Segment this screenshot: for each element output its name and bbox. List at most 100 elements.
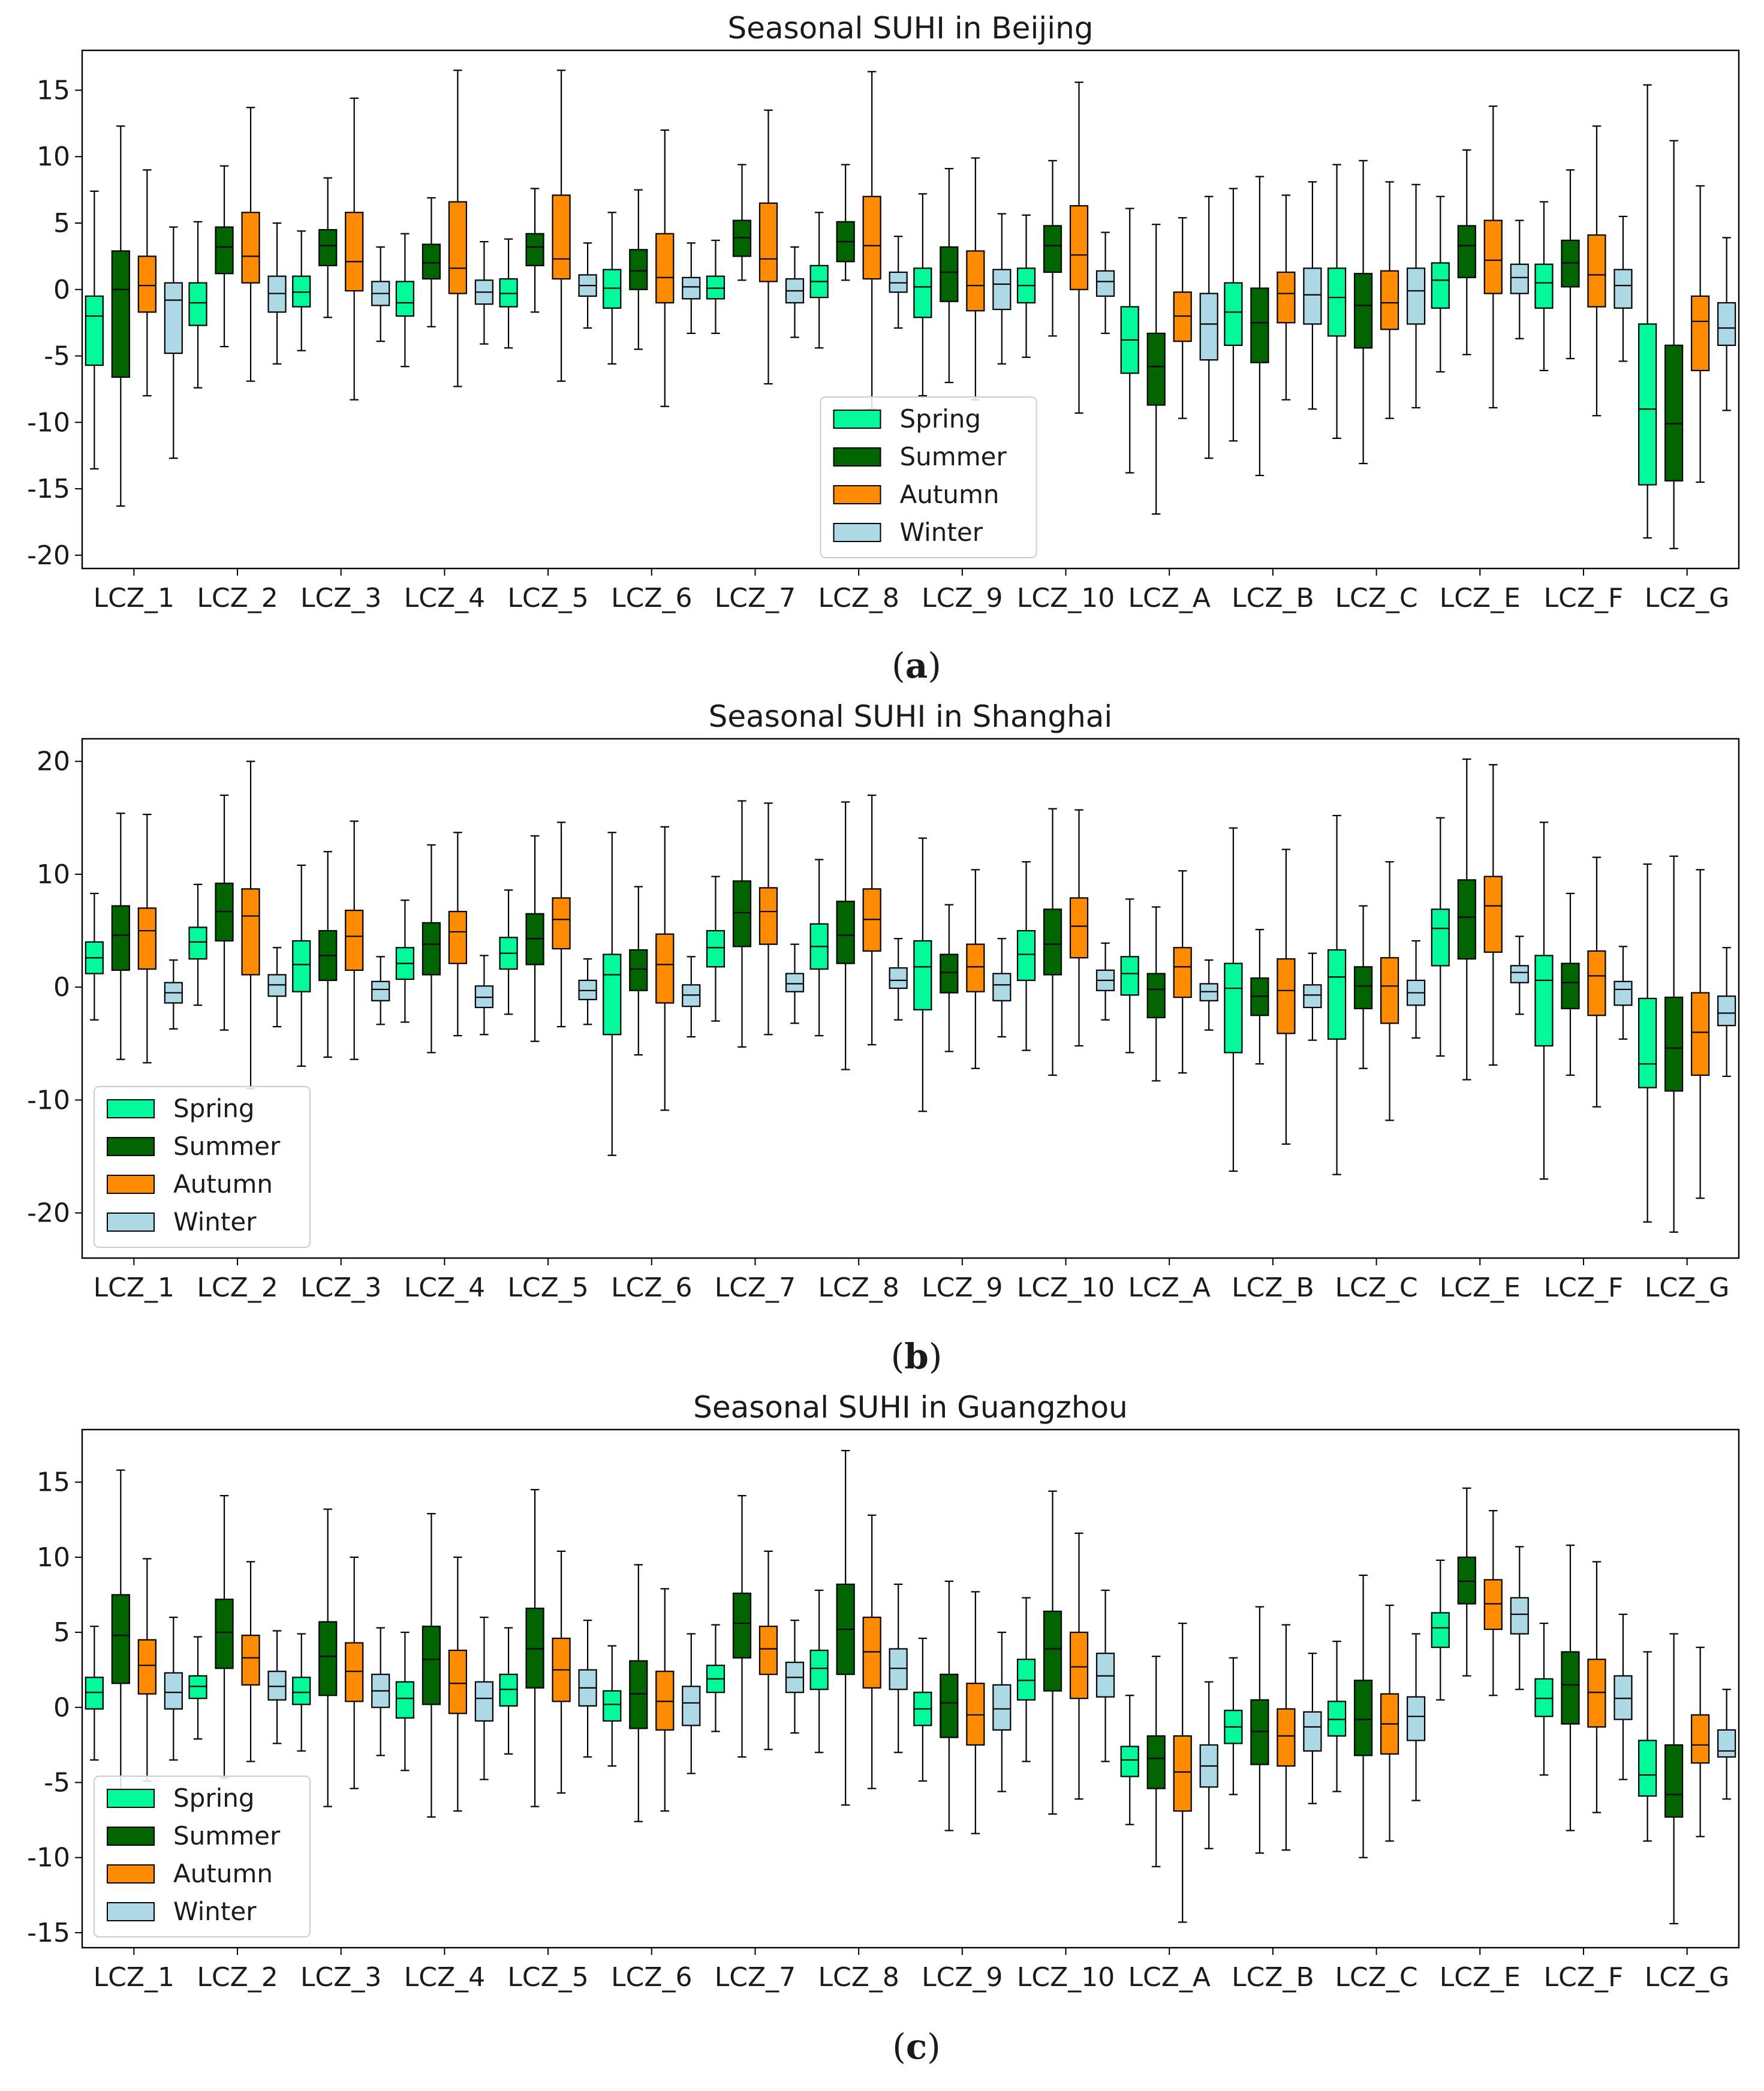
box-iqr xyxy=(655,1671,675,1731)
legend-item-autumn: Autumn xyxy=(833,480,999,509)
box-winter-lcz-10 xyxy=(1095,942,1115,1021)
box-spring-lcz-6 xyxy=(603,832,622,1156)
box-summer-lcz-5 xyxy=(525,835,544,1042)
legend-swatch xyxy=(107,1175,155,1194)
box-summer-lcz-g xyxy=(1664,140,1684,549)
box-iqr xyxy=(1069,1631,1089,1699)
box-spring-lcz-3 xyxy=(292,864,311,1067)
box-iqr xyxy=(1587,1659,1606,1728)
box-autumn-lcz-1 xyxy=(137,169,156,397)
legend-swatch xyxy=(107,1099,155,1118)
box-iqr xyxy=(1146,332,1166,406)
box-winter-lcz-f xyxy=(1614,946,1633,1040)
box-spring-lcz-10 xyxy=(1016,214,1036,358)
box-iqr xyxy=(655,933,675,1004)
box-iqr xyxy=(1327,949,1347,1040)
caption-open: ( xyxy=(892,2026,906,2067)
box-iqr xyxy=(732,219,752,257)
box-spring-lcz-8 xyxy=(809,1589,829,1753)
box-winter-lcz-3 xyxy=(371,246,390,342)
box-iqr xyxy=(1069,897,1089,959)
box-summer-lcz-9 xyxy=(940,904,959,1052)
box-summer-lcz-a xyxy=(1146,1656,1166,1867)
box-iqr xyxy=(1120,1746,1139,1777)
box-iqr xyxy=(552,194,571,280)
box-iqr xyxy=(1069,205,1089,290)
y-tick-label: 0 xyxy=(53,1692,70,1723)
x-tick-label: LCZ_2 xyxy=(197,1272,278,1303)
x-tick-label: LCZ_7 xyxy=(715,1272,796,1303)
box-spring-lcz-g xyxy=(1638,863,1657,1223)
box-iqr xyxy=(758,887,778,945)
x-tick-label: LCZ_8 xyxy=(818,583,899,613)
x-tick-label: LCZ_5 xyxy=(507,583,588,613)
box-spring-lcz-2 xyxy=(188,1636,207,1740)
box-winter-lcz-g xyxy=(1717,1689,1736,1800)
box-spring-lcz-e xyxy=(1431,195,1450,373)
box-spring-lcz-f xyxy=(1534,201,1554,372)
box-iqr xyxy=(1250,287,1269,363)
box-spring-lcz-f xyxy=(1534,822,1554,1180)
box-iqr xyxy=(785,973,805,992)
box-winter-lcz-2 xyxy=(267,947,287,1028)
x-tick-label: LCZ_8 xyxy=(818,1272,899,1303)
box-autumn-lcz-6 xyxy=(655,129,675,407)
x-tick-label: LCZ_6 xyxy=(611,1272,692,1303)
box-winter-lcz-7 xyxy=(785,246,805,338)
box-iqr xyxy=(1483,1579,1503,1630)
box-iqr xyxy=(1224,962,1243,1054)
box-iqr xyxy=(1510,1597,1529,1635)
legend-swatch xyxy=(107,1789,155,1808)
legend-swatch xyxy=(833,523,881,542)
box-iqr xyxy=(1457,1556,1476,1605)
box-summer-lcz-3 xyxy=(318,1508,338,1807)
x-tick-label: LCZ_9 xyxy=(922,1962,1003,1993)
box-iqr xyxy=(992,973,1012,1001)
box-autumn-lcz-8 xyxy=(862,71,881,410)
caption-close: ) xyxy=(929,1336,943,1377)
x-tick-label: LCZ_2 xyxy=(197,1962,278,1993)
legend-label: Spring xyxy=(900,404,982,434)
chart-title: Seasonal SUHI in Shanghai xyxy=(709,699,1113,734)
x-tick-label: LCZ_5 xyxy=(507,1272,588,1303)
box-iqr xyxy=(1353,966,1373,1010)
box-iqr xyxy=(1173,947,1192,998)
box-summer-lcz-f xyxy=(1561,169,1580,360)
box-summer-lcz-5 xyxy=(525,1489,544,1807)
box-iqr xyxy=(603,269,622,309)
box-iqr xyxy=(292,940,311,992)
box-summer-lcz-8 xyxy=(836,1449,855,1806)
box-autumn-lcz-g xyxy=(1691,1647,1710,1837)
legend-item-spring: Spring xyxy=(833,404,982,434)
y-tick-label: 10 xyxy=(37,859,70,890)
box-winter-lcz-b xyxy=(1303,952,1322,1041)
box-summer-lcz-e xyxy=(1457,149,1476,356)
box-summer-lcz-2 xyxy=(215,165,234,348)
legend-item-summer: Summer xyxy=(833,442,1007,471)
box-autumn-lcz-5 xyxy=(552,1550,571,1794)
panel-caption: (b) xyxy=(891,1336,943,1377)
box-iqr xyxy=(137,907,156,970)
box-spring-lcz-c xyxy=(1327,1641,1347,1792)
box-iqr xyxy=(318,1621,338,1696)
box-winter-lcz-9 xyxy=(992,1631,1012,1792)
box-spring-lcz-5 xyxy=(499,1627,518,1755)
box-spring-lcz-2 xyxy=(188,883,207,1006)
box-summer-lcz-g xyxy=(1664,855,1684,1233)
box-autumn-lcz-b xyxy=(1277,1624,1296,1851)
box-winter-lcz-b xyxy=(1303,1653,1322,1804)
box-iqr xyxy=(1327,1701,1347,1737)
box-iqr xyxy=(1016,929,1036,981)
y-tick-label: -10 xyxy=(27,407,70,438)
box-autumn-lcz-2 xyxy=(241,1561,260,1762)
box-winter-lcz-9 xyxy=(992,938,1012,1038)
box-autumn-lcz-3 xyxy=(345,97,364,401)
panel-caption: (a) xyxy=(892,645,941,686)
box-summer-lcz-a xyxy=(1146,224,1166,515)
box-summer-lcz-e xyxy=(1457,758,1476,1081)
x-tick-label: LCZ_G xyxy=(1645,1272,1729,1303)
box-iqr xyxy=(395,281,415,317)
box-autumn-lcz-6 xyxy=(655,826,675,1111)
box-spring-lcz-b xyxy=(1224,188,1243,442)
